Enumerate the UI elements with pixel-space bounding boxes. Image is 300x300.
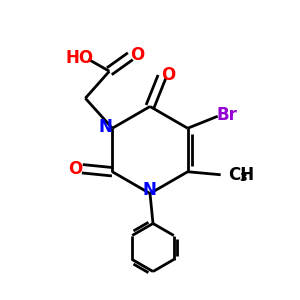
Text: N: N xyxy=(142,181,156,199)
Text: CH: CH xyxy=(228,166,254,184)
Text: Br: Br xyxy=(216,106,237,124)
Text: N: N xyxy=(99,118,113,136)
Text: 3: 3 xyxy=(240,173,247,183)
Text: O: O xyxy=(130,46,144,64)
Text: O: O xyxy=(161,66,176,84)
Text: HO: HO xyxy=(65,49,93,67)
Text: O: O xyxy=(69,160,83,178)
